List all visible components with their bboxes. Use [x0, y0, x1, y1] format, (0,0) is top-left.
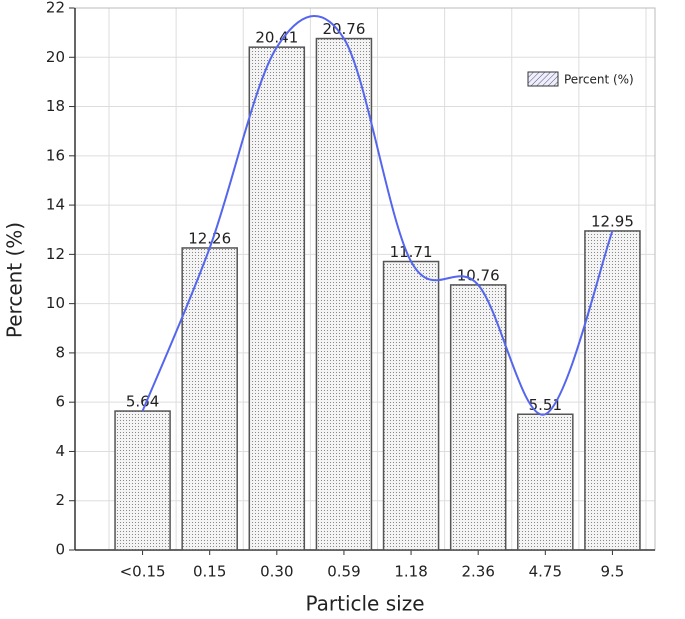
x-tick-label: 9.5	[601, 563, 625, 581]
bar	[449, 284, 507, 551]
value-label: 12.26	[188, 229, 231, 247]
bar	[584, 230, 641, 551]
y-tick-label: 2	[55, 491, 65, 509]
y-tick-label: 6	[55, 393, 65, 411]
bar	[248, 46, 306, 551]
y-tick-label: 20	[46, 48, 65, 66]
value-label: 20.41	[255, 29, 298, 47]
y-tick-label: 0	[55, 541, 65, 559]
y-tick-label: 4	[55, 442, 65, 460]
bar	[315, 37, 373, 551]
x-tick-label: 1.18	[394, 563, 427, 581]
bar	[181, 247, 238, 551]
bar	[114, 410, 171, 551]
x-tick-label: 0.30	[260, 563, 293, 581]
y-tick-label: 22	[46, 0, 65, 17]
legend-label: Percent (%)	[564, 73, 634, 87]
y-tick-label: 14	[46, 196, 65, 214]
bar	[382, 260, 440, 551]
y-axis-title: Percent (%)	[3, 222, 27, 338]
value-label: 5.51	[529, 396, 562, 414]
y-tick-label: 18	[46, 97, 65, 115]
x-tick-label: 4.75	[529, 563, 562, 581]
x-tick-label: 0.15	[193, 563, 226, 581]
value-label: 11.71	[390, 243, 433, 261]
y-tick-label: 12	[46, 245, 65, 263]
legend-swatch	[527, 71, 559, 87]
trend-curve	[141, 14, 614, 416]
value-label: 20.76	[322, 20, 365, 38]
value-label: 10.76	[457, 266, 500, 284]
y-tick-label: 10	[46, 294, 65, 312]
x-tick-label: <0.15	[120, 563, 166, 581]
x-tick-label: 2.36	[461, 563, 494, 581]
x-tick-label: 0.59	[327, 563, 360, 581]
x-axis-title: Particle size	[305, 592, 424, 616]
value-label: 12.95	[591, 212, 634, 230]
y-tick-label: 8	[55, 343, 65, 361]
bar	[517, 413, 574, 551]
value-label: 5.64	[126, 393, 159, 411]
y-tick-label: 16	[46, 146, 65, 164]
